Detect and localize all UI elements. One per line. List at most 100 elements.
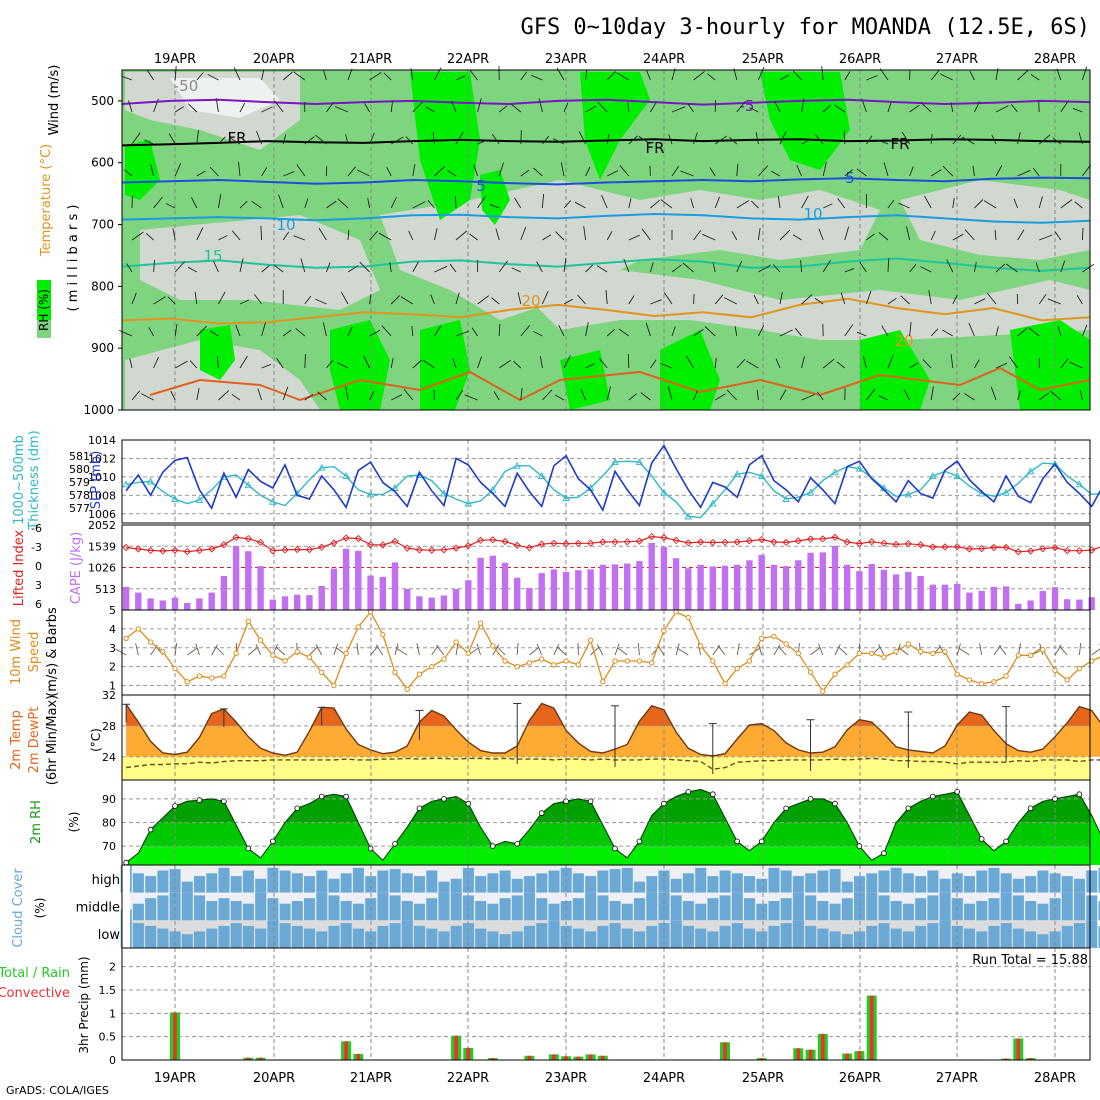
wind-barb — [887, 298, 897, 305]
wind-barb — [901, 131, 910, 145]
wind-barb — [1017, 390, 1021, 401]
cape-bar — [391, 562, 399, 610]
surface-wind-barb — [536, 643, 543, 656]
wind-barb — [736, 200, 749, 209]
precip-tick-label: 1 — [109, 1007, 116, 1020]
wind-barb — [405, 136, 414, 145]
rh-point — [147, 826, 154, 833]
cloud-cover-bar — [328, 878, 340, 893]
surface-wind-barb — [614, 643, 620, 656]
lifted-index-point — [916, 541, 925, 549]
wind-barb — [930, 133, 933, 145]
wind-barb — [667, 386, 673, 401]
surface-wind-barb — [396, 648, 408, 656]
wind-barb — [772, 264, 781, 273]
cape-bar — [452, 588, 460, 610]
lifted-index-point — [159, 547, 167, 555]
lifted-index-point — [660, 533, 668, 542]
wind-barb — [627, 102, 630, 113]
wind-barb — [131, 231, 144, 241]
wind-barb — [196, 130, 199, 145]
lifted-index-point — [758, 535, 766, 544]
lifted-index-point — [379, 541, 387, 549]
lifted-index-point — [330, 539, 338, 547]
cape-bar — [880, 569, 888, 610]
wind-barb — [563, 355, 571, 369]
isotherm-label: FR — [890, 135, 909, 153]
wind-barb — [616, 72, 630, 81]
wind-barb — [146, 69, 154, 81]
cloud-cover-bar — [340, 923, 352, 948]
cloud-cover-bar — [414, 903, 425, 921]
wind-barb — [174, 65, 177, 81]
wind-barb — [942, 165, 954, 177]
rh-tick-label: 70 — [102, 840, 116, 853]
wind-barb — [511, 267, 521, 273]
li-tick-label: -3 — [31, 541, 42, 554]
thickness-point — [513, 461, 521, 469]
wind-barb — [326, 200, 337, 209]
wind-barb — [295, 327, 306, 337]
wind-barb — [815, 134, 824, 145]
temp-label-line2: 2m DewPt — [27, 707, 42, 774]
wind-barb — [172, 228, 176, 241]
lifted-index-point — [1063, 546, 1071, 555]
wind-barb — [347, 166, 356, 177]
wind-barb — [1038, 293, 1047, 305]
wind-barb — [668, 134, 673, 145]
wind-barb — [1076, 295, 1083, 305]
wind-barb — [822, 104, 831, 113]
wind-speed-point — [233, 650, 239, 657]
thickness-point — [611, 458, 619, 466]
isotherm-label: 10 — [803, 205, 822, 223]
cape-bar — [550, 569, 558, 610]
wind-barb — [821, 66, 824, 81]
rh-point — [856, 843, 863, 849]
rh-point — [905, 805, 912, 812]
cape-bar — [1039, 590, 1046, 610]
cape-bar — [892, 574, 900, 610]
cloud-cover-bar — [682, 925, 694, 948]
cape-bar — [208, 592, 215, 610]
cloud-cover-bar — [438, 881, 450, 893]
wind-barb — [326, 102, 334, 113]
cloud-cover-bar — [964, 928, 975, 948]
wind-barb — [325, 262, 331, 273]
thickness-point — [317, 463, 326, 471]
cloud-cover-bar — [792, 892, 804, 921]
wind-barb — [261, 106, 273, 113]
cloud-cover-bar — [707, 876, 719, 893]
cape-bar — [489, 555, 496, 610]
surface-wind-barb — [596, 644, 604, 656]
cloud-cover-bar — [621, 867, 633, 893]
cape-bar — [978, 590, 985, 610]
wind-tick-label: 1 — [109, 680, 116, 693]
wind-barb — [304, 136, 315, 145]
cloud-cover-bar — [487, 903, 499, 921]
lifted-index-point — [208, 545, 216, 553]
cloud-cover-bar — [756, 903, 768, 921]
wind-barb — [533, 331, 543, 337]
wind-barb — [144, 139, 154, 145]
date-label-bottom: 20APR — [253, 1071, 295, 1086]
wind-barb — [209, 166, 219, 177]
wind-barb — [1081, 227, 1084, 241]
cloud-cover-bar — [597, 895, 609, 921]
wind-barb — [580, 388, 587, 401]
wind-speed-point — [624, 658, 630, 664]
wind-barb — [859, 261, 867, 273]
cloud-cover-bar — [524, 876, 535, 893]
wind-barb — [1005, 263, 1018, 273]
wind-barb — [273, 264, 284, 273]
wind-barb — [950, 102, 954, 113]
thickness-point — [171, 495, 179, 502]
wind-barb — [278, 194, 284, 209]
cloud-cover-bar — [304, 876, 315, 893]
wind-barb — [560, 162, 565, 177]
wind-barb — [834, 104, 846, 113]
wind-tick-label: 4 — [109, 623, 116, 636]
cape-bar — [135, 592, 142, 610]
wind-speed-point — [209, 675, 215, 681]
wind-barb — [583, 226, 587, 241]
date-label-bottom: 28APR — [1034, 1071, 1076, 1086]
